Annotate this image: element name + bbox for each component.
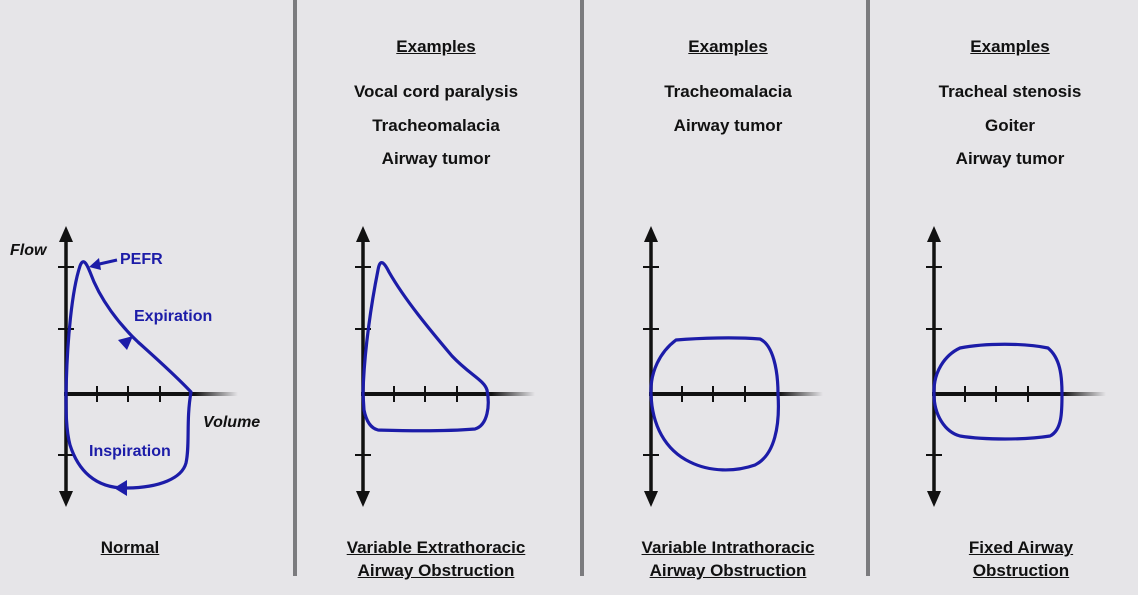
- axis-ticks: [926, 266, 1029, 456]
- caption-line2: Airway Obstruction: [357, 561, 515, 580]
- normal-flow-volume-loop: [64, 260, 193, 490]
- label-expiration: Expiration: [134, 308, 212, 325]
- caption-line1: Fixed Airway: [968, 538, 1074, 557]
- extrathoracic-loop-plot: [355, 226, 535, 507]
- example-goiter: Goiter: [984, 116, 1036, 135]
- x-axis: [932, 392, 1106, 396]
- axis-ticks: [643, 266, 746, 456]
- label-pefr: PEFR: [120, 251, 163, 268]
- inspiration-arrowhead: [114, 480, 127, 496]
- example-tracheomalacia: Tracheomalacia: [664, 82, 792, 101]
- caption-line2: Airway Obstruction: [649, 561, 807, 580]
- normal-loop-plot: [58, 226, 238, 507]
- example-vocal-cord-paralysis: Vocal cord paralysis: [353, 82, 519, 101]
- extrathoracic-flow-volume-loop: [361, 261, 490, 433]
- example-tracheomalacia: Tracheomalacia: [372, 116, 500, 135]
- example-airway-tumor: Airway tumor: [673, 116, 783, 135]
- axis-label-flow: Flow: [10, 242, 48, 259]
- caption-fixed-airway: Fixed Airway Obstruction: [891, 536, 1138, 582]
- caption-normal-line1: Normal: [100, 538, 160, 557]
- axis-label-volume: Volume: [203, 414, 260, 431]
- pefr-arrowhead: [89, 258, 101, 270]
- caption-line1: Variable Intrathoracic: [641, 538, 815, 557]
- fixed-loop-plot: [926, 226, 1106, 507]
- caption-normal: Normal: [0, 536, 260, 559]
- panel-divider-1: [293, 0, 297, 576]
- examples-title-extrathoracic: Examples: [396, 37, 476, 56]
- intrathoracic-loop-plot: [643, 226, 823, 507]
- y-axis: [927, 226, 941, 507]
- intrathoracic-flow-volume-loop: [649, 336, 780, 472]
- axis-ticks: [58, 266, 161, 456]
- caption-line2: Obstruction: [972, 561, 1070, 580]
- caption-variable-extrathoracic: Variable Extrathoracic Airway Obstructio…: [306, 536, 566, 582]
- x-axis: [361, 392, 535, 396]
- panel-divider-2: [580, 0, 584, 576]
- example-tracheal-stenosis: Tracheal stenosis: [938, 82, 1082, 101]
- example-airway-tumor: Airway tumor: [955, 149, 1065, 168]
- fixed-flow-volume-loop: [932, 342, 1064, 441]
- label-inspiration: Inspiration: [89, 443, 171, 460]
- examples-title-fixed: Examples: [970, 37, 1050, 56]
- x-axis: [649, 392, 823, 396]
- caption-line1: Variable Extrathoracic: [346, 538, 526, 557]
- panel-divider-3: [866, 0, 870, 576]
- caption-variable-intrathoracic: Variable Intrathoracic Airway Obstructio…: [598, 536, 858, 582]
- examples-title-intrathoracic: Examples: [688, 37, 768, 56]
- x-axis: [64, 392, 238, 396]
- expiration-arrowhead: [118, 336, 133, 350]
- example-airway-tumor: Airway tumor: [381, 149, 491, 168]
- y-axis: [644, 226, 658, 507]
